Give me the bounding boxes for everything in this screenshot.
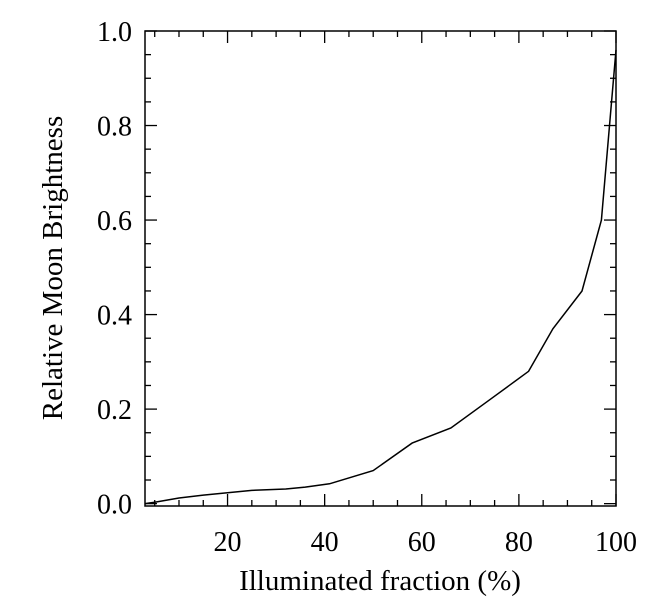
y-tick-label: 1.0 — [97, 17, 132, 48]
y-axis-label: Relative Moon Brightness — [37, 116, 69, 420]
y-tick-label: 0.4 — [97, 301, 132, 332]
y-axis-ticks: 0.0 0.2 0.4 0.6 0.8 1.0 — [97, 17, 616, 521]
y-tick-label: 0.8 — [97, 112, 132, 143]
x-tick-label: 80 — [505, 527, 533, 558]
x-tick-label: 20 — [214, 527, 242, 558]
x-tick-label: 60 — [408, 527, 436, 558]
y-tick-label: 0.2 — [97, 395, 132, 426]
x-tick-label: 100 — [595, 527, 637, 558]
x-tick-label: 40 — [311, 527, 339, 558]
x-axis-label: Illuminated fraction (%) — [239, 565, 521, 597]
x-axis-ticks: 20 40 60 80 100 — [154, 31, 637, 558]
series-line — [144, 49, 617, 505]
plot-frame — [144, 30, 617, 507]
y-tick-label: 0.0 — [97, 490, 132, 521]
y-tick-label: 0.6 — [97, 206, 132, 237]
